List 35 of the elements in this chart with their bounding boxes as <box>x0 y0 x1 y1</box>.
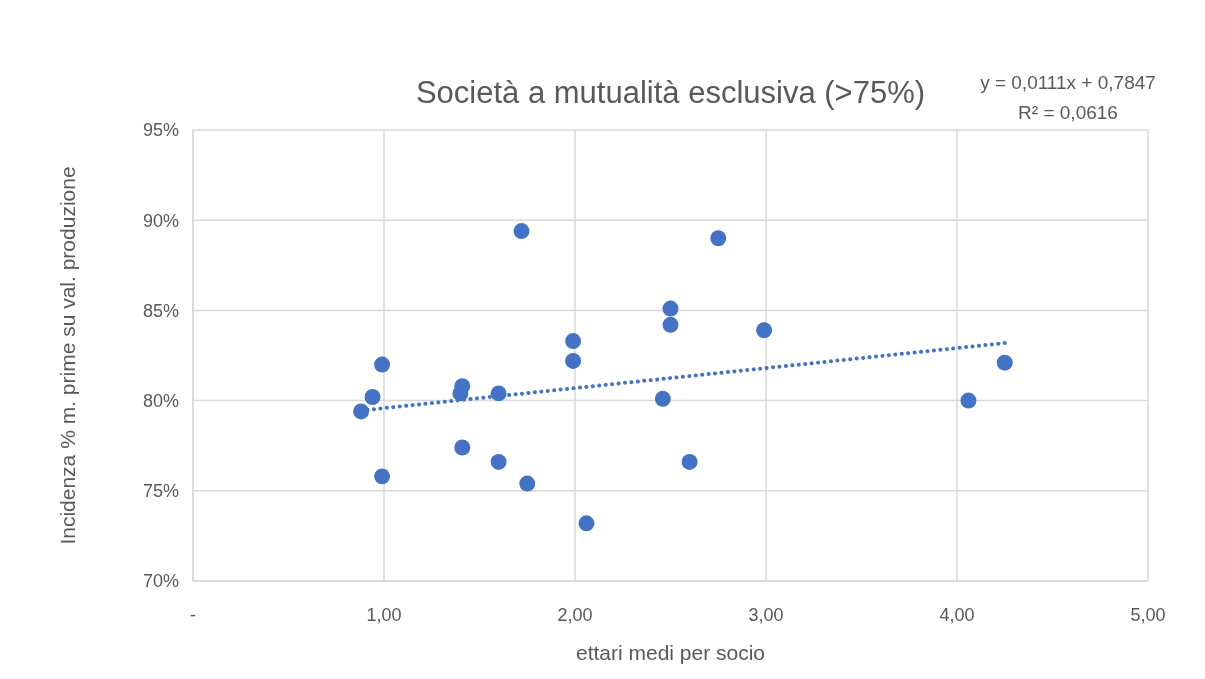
point <box>519 475 536 492</box>
x-tick-label: 5,00 <box>1130 605 1166 625</box>
y-tick-label: 75% <box>142 481 179 502</box>
y-tick-label: 90% <box>142 210 179 231</box>
x-tick-label: - <box>190 605 196 625</box>
y-tick-label: 80% <box>142 390 179 411</box>
point <box>710 230 727 247</box>
chart-title: Società a mutualità esclusiva (>75%) <box>415 75 926 110</box>
point <box>490 453 507 470</box>
x-tick-label: 4,00 <box>939 605 975 625</box>
point <box>578 515 595 532</box>
y-tick-label: 70% <box>142 571 179 592</box>
point <box>565 352 582 369</box>
point <box>374 356 391 373</box>
point <box>756 322 773 339</box>
point <box>565 333 582 350</box>
x-axis-title: ettari medi per socio <box>575 641 766 664</box>
point <box>681 453 698 470</box>
x-tick-label: 1,00 <box>366 605 402 625</box>
x-tick-label: 2,00 <box>557 605 593 625</box>
text: y = 0,0111x + 0,7847 <box>980 72 1156 93</box>
text: R² = 0,0616 <box>1018 102 1118 123</box>
y-tick-label: 85% <box>142 300 179 321</box>
point <box>364 389 381 405</box>
point <box>454 439 471 456</box>
y-tick-label: 95% <box>142 120 179 141</box>
point <box>513 223 530 239</box>
point <box>996 354 1013 371</box>
point <box>960 392 977 409</box>
point <box>662 316 679 333</box>
point <box>662 300 679 317</box>
point <box>654 390 671 407</box>
point <box>374 468 391 485</box>
x-tick-label: 3,00 <box>748 605 784 625</box>
y-axis-title: Incidenza % m. prime su val. produzione <box>56 166 79 545</box>
